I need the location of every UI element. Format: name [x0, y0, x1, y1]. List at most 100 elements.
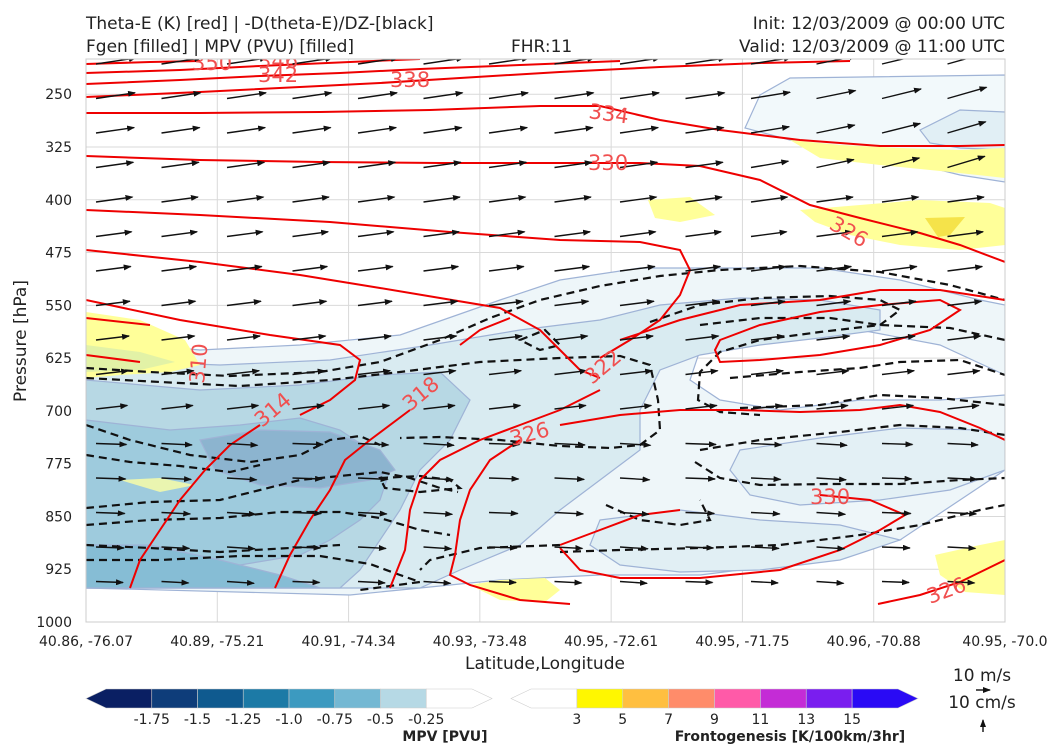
wind-vector — [423, 90, 464, 100]
wind-vector — [816, 476, 848, 483]
wind-vector — [619, 333, 655, 341]
wind-vector — [619, 441, 652, 448]
y-tick-label: 700 — [45, 404, 72, 420]
wind-vector — [947, 476, 979, 483]
wind-vector — [292, 579, 321, 586]
valid-time: Valid: 12/03/2009 @ 11:00 UTC — [739, 37, 1005, 57]
wind-vector — [226, 476, 258, 483]
wind-vector — [685, 125, 725, 134]
fgen-colorbar-tick-label: 7 — [664, 712, 673, 728]
wind-vector — [161, 579, 190, 586]
wind-vector — [750, 441, 783, 448]
wind-vector — [619, 90, 661, 100]
dashed-contour-11 — [649, 294, 903, 417]
fgen-colorbar-swatch — [714, 688, 761, 709]
wind-vector — [357, 90, 399, 100]
wind-vector — [488, 194, 527, 203]
wind-vector — [292, 403, 325, 410]
wind-vector — [947, 59, 968, 65]
wind-vector — [488, 403, 522, 410]
wind-vector — [95, 579, 125, 586]
wind-vector — [750, 124, 791, 134]
y-axis-label: Pressure [hPa] — [11, 280, 31, 402]
y-tick-label: 325 — [45, 140, 72, 156]
dashed-contour-7 — [86, 543, 341, 554]
contour-label-334: 334 — [587, 99, 630, 128]
wind-vector — [619, 229, 657, 238]
wind-vector — [947, 368, 981, 376]
wind-vector — [947, 545, 977, 552]
wind-vector — [881, 544, 911, 551]
wind-vector — [1013, 267, 1048, 271]
wind-vector — [947, 299, 983, 307]
x-tick-label: 40.96, -70.88 — [827, 634, 921, 650]
wind-vector — [1013, 478, 1043, 480]
theta-e-line-326-bottom-right — [877, 559, 1005, 605]
wind-vector — [619, 368, 654, 376]
wind-vector — [750, 90, 792, 100]
wind-vector — [881, 264, 918, 272]
mpv-colorbar-swatch — [334, 688, 381, 709]
wind-vector — [226, 160, 266, 169]
wind-vector — [95, 125, 136, 134]
wind-vector — [554, 90, 595, 100]
dashed-contour-18 — [559, 503, 1005, 554]
fgen-region-small-400 — [648, 197, 715, 222]
wind-vector — [947, 86, 988, 100]
wind-vector — [619, 545, 649, 552]
wind-vector — [95, 194, 134, 203]
wind-vector — [226, 403, 260, 410]
wind-vector — [161, 545, 191, 552]
wind-vector — [816, 333, 851, 341]
wind-vector — [816, 123, 856, 134]
wind-vector — [947, 155, 986, 169]
fgen-colorbar-swatch — [668, 688, 715, 709]
wind-vector — [947, 403, 980, 410]
wind-vector — [881, 368, 916, 376]
wind-vector — [685, 299, 721, 307]
wind-vector — [750, 194, 789, 203]
wind-vector — [685, 475, 717, 482]
wind-vector — [750, 579, 780, 586]
wind-vector — [488, 299, 524, 307]
dashed-contour-15 — [699, 423, 1005, 452]
wind-vector — [816, 579, 845, 586]
wind-vector — [95, 510, 126, 517]
wind-vector — [1013, 336, 1046, 340]
wind-vector — [619, 125, 660, 134]
wind-vector — [423, 229, 461, 238]
wind-vector — [685, 264, 722, 272]
wind-vector — [816, 545, 846, 552]
fgen-region-right-400 — [800, 200, 1005, 250]
wind-vector — [1013, 371, 1045, 375]
wind-vector — [423, 579, 452, 586]
wind-vector — [619, 299, 655, 307]
wind-vector — [1013, 51, 1050, 64]
wind-vector — [554, 229, 592, 238]
x-axis-label: Latitude,Longitude — [465, 654, 625, 674]
fgen-region-bottom-mid — [470, 578, 560, 602]
wind-vector — [488, 333, 524, 341]
wind-vector — [881, 579, 911, 586]
theta-e-line-330-lower — [559, 494, 908, 579]
wind-vector — [423, 194, 461, 203]
x-tick-label: 40.95, -71.75 — [695, 634, 789, 650]
wind-vector — [357, 545, 387, 552]
wind-vector — [488, 368, 523, 376]
wind-vector — [226, 194, 265, 203]
wind-vector — [619, 579, 649, 586]
wind-vector — [292, 510, 323, 517]
dashed-contour-3 — [86, 423, 381, 464]
wind-vector — [95, 229, 133, 238]
wind-vector — [554, 264, 591, 272]
wind-vector — [226, 368, 261, 376]
wind-vector — [226, 333, 262, 341]
wind-vector — [161, 333, 196, 341]
wind-vector — [423, 125, 463, 134]
wind-vector — [161, 441, 193, 448]
wind-vector — [423, 299, 459, 307]
wind-vector — [161, 229, 199, 238]
wind-vector — [619, 403, 653, 410]
forecast-hour: FHR:11 — [511, 37, 573, 57]
wind-vector — [750, 368, 785, 376]
